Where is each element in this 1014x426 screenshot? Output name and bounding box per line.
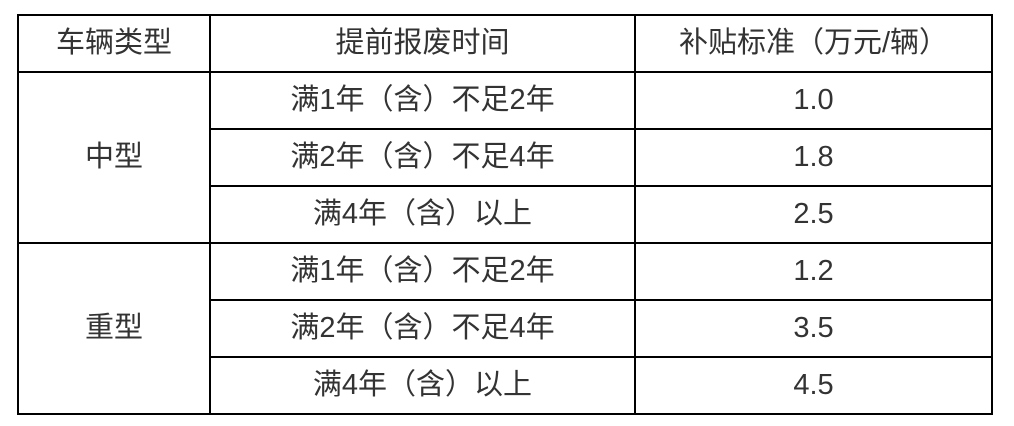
vehicle-type-cell-medium: 中型 <box>17 71 211 244</box>
subsidy-value-cell: 1.8 <box>634 128 993 187</box>
scrap-time-cell: 满4年（含）以上 <box>209 185 636 244</box>
table-row: 重型 满1年（含）不足2年 1.2 <box>17 242 993 415</box>
table-row: 满4年（含）以上 4.5 <box>18 356 993 415</box>
scrap-time-cell: 满4年（含）以上 <box>209 356 636 415</box>
scrap-time-cell: 满2年（含）不足4年 <box>209 299 636 358</box>
vehicle-scrappage-subsidy-table: 车辆类型 提前报废时间 补贴标准（万元/辆） 中型 满1年（含）不足2年 1.0… <box>17 14 993 415</box>
header-scrap-time: 提前报废时间 <box>209 14 636 73</box>
table-row: 满2年（含）不足4年 1.8 <box>18 128 993 187</box>
header-subsidy-standard: 补贴标准（万元/辆） <box>634 14 993 73</box>
subsidy-value-cell: 1.2 <box>634 242 993 301</box>
table-row: 满4年（含）以上 2.5 <box>18 185 993 244</box>
subsidy-value-cell: 2.5 <box>634 185 993 244</box>
table-row: 中型 满1年（含）不足2年 1.0 <box>17 71 993 244</box>
subsidy-table-container: 车辆类型 提前报废时间 补贴标准（万元/辆） 中型 满1年（含）不足2年 1.0… <box>17 14 993 415</box>
vehicle-type-cell-heavy: 重型 <box>17 242 211 415</box>
scrap-time-cell: 满1年（含）不足2年 <box>209 71 636 130</box>
scrap-time-cell: 满2年（含）不足4年 <box>209 128 636 187</box>
table-row: 满2年（含）不足4年 3.5 <box>18 299 993 358</box>
subsidy-value-cell: 1.0 <box>634 71 993 130</box>
header-row: 车辆类型 提前报废时间 补贴标准（万元/辆） <box>17 14 993 73</box>
subsidy-value-cell: 4.5 <box>634 356 993 415</box>
scrap-time-cell: 满1年（含）不足2年 <box>209 242 636 301</box>
subsidy-value-cell: 3.5 <box>634 299 993 358</box>
header-vehicle-type: 车辆类型 <box>17 14 211 73</box>
